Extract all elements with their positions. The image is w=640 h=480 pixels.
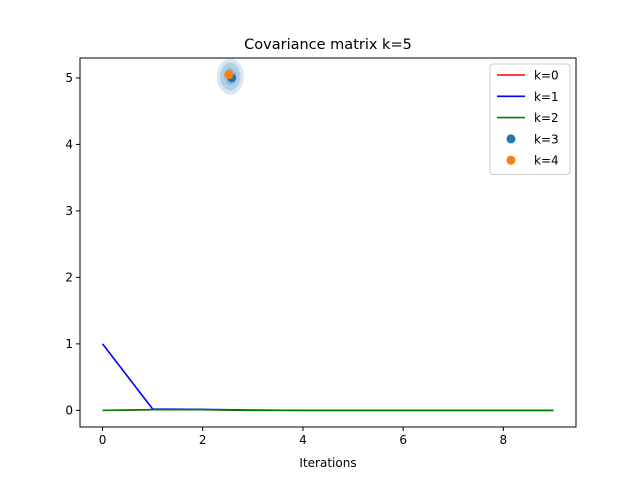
- series-line-k=2: [102, 408, 554, 412]
- x-tick-label: 2: [199, 433, 207, 447]
- legend-swatch-k=4: [506, 155, 516, 165]
- x-axis-label: Iterations: [299, 456, 356, 470]
- legend-box: [489, 63, 571, 175]
- legend-label: k=0: [534, 69, 559, 83]
- x-tick-label: 0: [99, 433, 107, 447]
- y-tick-label: 4: [65, 137, 73, 151]
- plot-frame: [79, 57, 577, 428]
- legend-label: k=2: [534, 111, 559, 125]
- x-tick-label: 6: [399, 433, 407, 447]
- y-tick-label: 2: [65, 270, 73, 284]
- legend-label: k=3: [534, 132, 559, 146]
- y-tick-label: 5: [65, 71, 73, 85]
- y-tick-label: 3: [65, 204, 73, 218]
- x-tick-label: 8: [500, 433, 508, 447]
- series-point-k=4: [224, 70, 234, 80]
- y-tick-label: 0: [65, 403, 73, 417]
- x-tick-label: 4: [299, 433, 307, 447]
- y-tick-label: 1: [65, 337, 73, 351]
- legend-label: k=1: [534, 90, 559, 104]
- legend-label: k=4: [534, 154, 559, 168]
- legend-swatch-k=3: [506, 134, 516, 144]
- chart-title: Covariance matrix k=5: [244, 37, 412, 53]
